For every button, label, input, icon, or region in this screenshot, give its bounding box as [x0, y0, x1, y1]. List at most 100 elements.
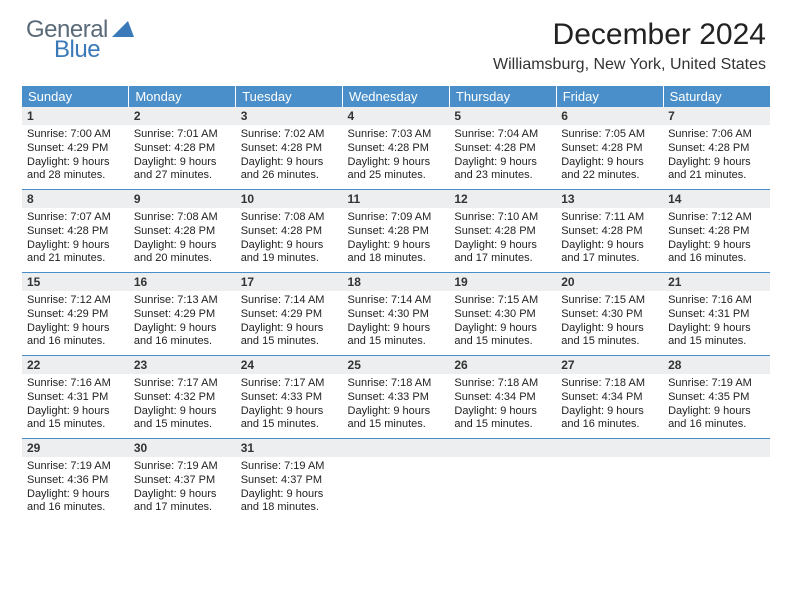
day-number: 17 — [236, 273, 343, 291]
day-detail: Sunrise: 7:19 AMSunset: 4:35 PMDaylight:… — [663, 374, 770, 438]
day-detail-line: and 15 minutes. — [348, 335, 445, 349]
logo: General Blue — [26, 18, 134, 62]
day-detail: Sunrise: 7:01 AMSunset: 4:28 PMDaylight:… — [129, 125, 236, 189]
day-number: 23 — [129, 356, 236, 374]
day-detail-line: and 18 minutes. — [241, 501, 338, 515]
day-number: 13 — [556, 190, 663, 208]
day-cell: 31Sunrise: 7:19 AMSunset: 4:37 PMDayligh… — [236, 439, 343, 522]
day-detail-line: Sunset: 4:28 PM — [134, 142, 231, 156]
day-detail-line: Sunset: 4:29 PM — [27, 308, 124, 322]
month-title: December 2024 — [493, 18, 766, 52]
day-detail-line: Daylight: 9 hours — [134, 239, 231, 253]
day-detail-line: Sunrise: 7:08 AM — [134, 211, 231, 225]
day-detail-line: and 21 minutes. — [668, 169, 765, 183]
day-detail: Sunrise: 7:00 AMSunset: 4:29 PMDaylight:… — [22, 125, 129, 189]
day-cell: 23Sunrise: 7:17 AMSunset: 4:32 PMDayligh… — [129, 356, 236, 439]
week-row: 22Sunrise: 7:16 AMSunset: 4:31 PMDayligh… — [22, 356, 770, 439]
day-detail-line: Sunset: 4:28 PM — [668, 225, 765, 239]
day-detail-line: Daylight: 9 hours — [668, 239, 765, 253]
day-detail-line: Sunset: 4:28 PM — [561, 225, 658, 239]
day-detail-line: and 15 minutes. — [134, 418, 231, 432]
day-detail-line: Daylight: 9 hours — [241, 239, 338, 253]
day-detail-line: Sunset: 4:28 PM — [668, 142, 765, 156]
day-number: 29 — [22, 439, 129, 457]
day-detail-line: Sunset: 4:33 PM — [241, 391, 338, 405]
day-number: 16 — [129, 273, 236, 291]
day-detail-line: Daylight: 9 hours — [27, 488, 124, 502]
day-cell: 24Sunrise: 7:17 AMSunset: 4:33 PMDayligh… — [236, 356, 343, 439]
day-cell: 28Sunrise: 7:19 AMSunset: 4:35 PMDayligh… — [663, 356, 770, 439]
day-detail: Sunrise: 7:14 AMSunset: 4:30 PMDaylight:… — [343, 291, 450, 355]
day-detail-line: Daylight: 9 hours — [454, 239, 551, 253]
day-detail-line: Sunset: 4:28 PM — [134, 225, 231, 239]
day-detail-line: and 18 minutes. — [348, 252, 445, 266]
day-cell: 2Sunrise: 7:01 AMSunset: 4:28 PMDaylight… — [129, 107, 236, 190]
day-detail-line: Sunset: 4:37 PM — [241, 474, 338, 488]
day-number: 7 — [663, 107, 770, 125]
day-detail: Sunrise: 7:19 AMSunset: 4:36 PMDaylight:… — [22, 457, 129, 521]
day-detail: Sunrise: 7:17 AMSunset: 4:33 PMDaylight:… — [236, 374, 343, 438]
day-detail-line: and 15 minutes. — [241, 335, 338, 349]
day-detail-line: Sunrise: 7:11 AM — [561, 211, 658, 225]
day-cell: 15Sunrise: 7:12 AMSunset: 4:29 PMDayligh… — [22, 273, 129, 356]
day-detail-line: and 16 minutes. — [668, 418, 765, 432]
day-number: 20 — [556, 273, 663, 291]
day-cell: 26Sunrise: 7:18 AMSunset: 4:34 PMDayligh… — [449, 356, 556, 439]
day-detail-line: Sunset: 4:31 PM — [27, 391, 124, 405]
day-number: 5 — [449, 107, 556, 125]
day-number: 11 — [343, 190, 450, 208]
weekday-header: Sunday — [22, 86, 129, 107]
day-detail: Sunrise: 7:09 AMSunset: 4:28 PMDaylight:… — [343, 208, 450, 272]
day-detail: Sunrise: 7:19 AMSunset: 4:37 PMDaylight:… — [236, 457, 343, 521]
day-detail-line: Sunrise: 7:19 AM — [27, 460, 124, 474]
day-detail-line: Sunset: 4:28 PM — [561, 142, 658, 156]
day-detail — [663, 457, 770, 511]
day-cell: 6Sunrise: 7:05 AMSunset: 4:28 PMDaylight… — [556, 107, 663, 190]
day-cell: 17Sunrise: 7:14 AMSunset: 4:29 PMDayligh… — [236, 273, 343, 356]
day-number — [343, 439, 450, 457]
day-detail-line: Sunrise: 7:15 AM — [454, 294, 551, 308]
day-number: 6 — [556, 107, 663, 125]
calendar-table: SundayMondayTuesdayWednesdayThursdayFrid… — [22, 86, 770, 521]
day-detail: Sunrise: 7:18 AMSunset: 4:34 PMDaylight:… — [556, 374, 663, 438]
day-detail: Sunrise: 7:12 AMSunset: 4:29 PMDaylight:… — [22, 291, 129, 355]
day-detail: Sunrise: 7:05 AMSunset: 4:28 PMDaylight:… — [556, 125, 663, 189]
day-detail-line: Sunset: 4:30 PM — [454, 308, 551, 322]
day-detail: Sunrise: 7:04 AMSunset: 4:28 PMDaylight:… — [449, 125, 556, 189]
day-detail-line: and 26 minutes. — [241, 169, 338, 183]
day-detail-line: and 17 minutes. — [454, 252, 551, 266]
day-detail-line: Daylight: 9 hours — [134, 488, 231, 502]
day-detail-line: and 15 minutes. — [241, 418, 338, 432]
day-detail-line: Daylight: 9 hours — [348, 322, 445, 336]
day-detail-line: and 15 minutes. — [561, 335, 658, 349]
day-detail-line: and 15 minutes. — [348, 418, 445, 432]
day-number: 31 — [236, 439, 343, 457]
day-detail-line: Daylight: 9 hours — [454, 156, 551, 170]
day-detail-line: Sunset: 4:34 PM — [561, 391, 658, 405]
day-detail-line: Sunrise: 7:17 AM — [134, 377, 231, 391]
day-detail-line: and 16 minutes. — [27, 335, 124, 349]
day-detail-line: Daylight: 9 hours — [27, 405, 124, 419]
day-number: 1 — [22, 107, 129, 125]
day-number — [663, 439, 770, 457]
day-cell-empty — [343, 439, 450, 522]
day-detail: Sunrise: 7:18 AMSunset: 4:34 PMDaylight:… — [449, 374, 556, 438]
day-detail-line: Sunrise: 7:10 AM — [454, 211, 551, 225]
weekday-header: Friday — [556, 86, 663, 107]
day-detail-line: and 21 minutes. — [27, 252, 124, 266]
day-detail: Sunrise: 7:18 AMSunset: 4:33 PMDaylight:… — [343, 374, 450, 438]
day-detail-line: Sunrise: 7:19 AM — [241, 460, 338, 474]
day-detail-line: Daylight: 9 hours — [27, 239, 124, 253]
day-detail-line: Sunrise: 7:13 AM — [134, 294, 231, 308]
day-detail: Sunrise: 7:03 AMSunset: 4:28 PMDaylight:… — [343, 125, 450, 189]
day-cell: 30Sunrise: 7:19 AMSunset: 4:37 PMDayligh… — [129, 439, 236, 522]
day-detail-line: Sunset: 4:30 PM — [348, 308, 445, 322]
day-detail-line: Daylight: 9 hours — [241, 405, 338, 419]
day-detail-line: Daylight: 9 hours — [561, 239, 658, 253]
day-detail-line: and 16 minutes. — [27, 501, 124, 515]
day-detail: Sunrise: 7:19 AMSunset: 4:37 PMDaylight:… — [129, 457, 236, 521]
day-detail: Sunrise: 7:16 AMSunset: 4:31 PMDaylight:… — [663, 291, 770, 355]
weekday-header: Thursday — [449, 86, 556, 107]
day-detail-line: Sunset: 4:33 PM — [348, 391, 445, 405]
day-detail-line: Daylight: 9 hours — [561, 405, 658, 419]
